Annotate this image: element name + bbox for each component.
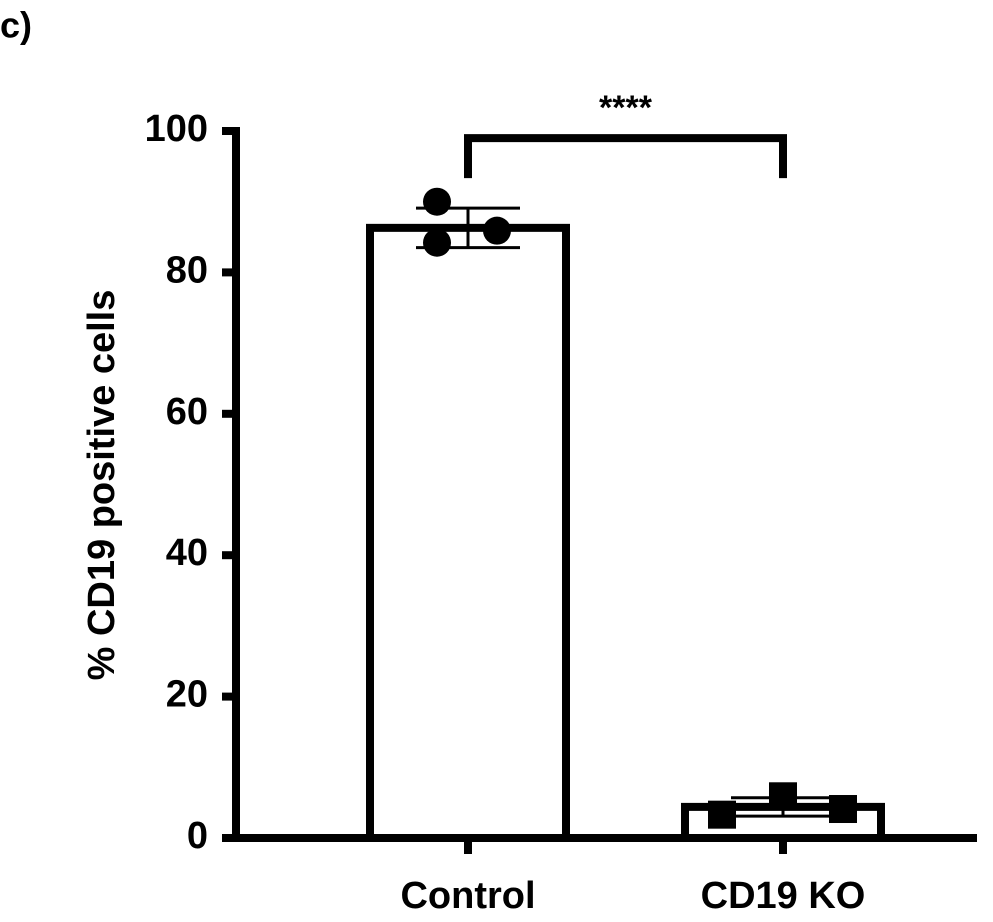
data-point [829, 795, 857, 824]
data-point [483, 216, 511, 245]
data-point [423, 187, 451, 216]
y-tick-label: 0 [187, 815, 208, 857]
y-tick-label: 20 [166, 674, 208, 716]
y-axis-label: % CD19 positive cells [81, 290, 123, 681]
panel-label: c) [0, 5, 32, 46]
significance-bracket [464, 134, 787, 179]
data-point [708, 800, 736, 829]
significance-label: **** [599, 89, 653, 127]
x-tick-label: Control [400, 875, 535, 917]
data-point [769, 782, 797, 811]
bar [366, 223, 570, 842]
x-tick-label: CD19 KO [701, 875, 866, 917]
y-tick-label: 60 [166, 391, 208, 433]
y-tick-label: 100 [145, 108, 208, 150]
data-point [423, 228, 451, 257]
y-tick-label: 80 [166, 249, 208, 291]
y-tick-label: 40 [166, 532, 208, 574]
